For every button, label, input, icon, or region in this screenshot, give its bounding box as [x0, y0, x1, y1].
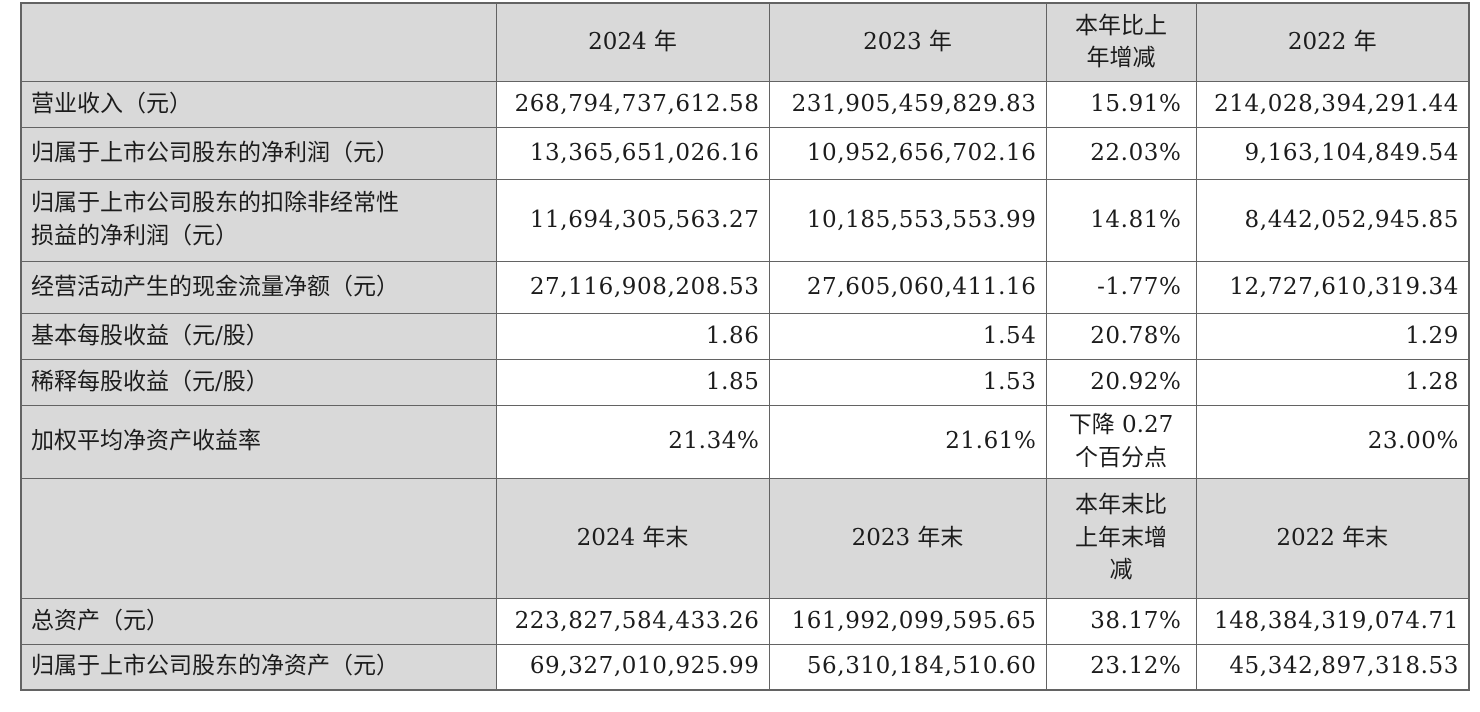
- header-2023: 2023 年: [768, 2, 1047, 82]
- cell-2024: 69,327,010,925.99: [495, 643, 770, 691]
- header-end-change: 本年末比 上年末增 减: [1045, 477, 1197, 599]
- header-yoy-change: 本年比上 年增减: [1045, 2, 1197, 82]
- header-2022: 2022 年: [1195, 2, 1470, 82]
- cell-2023: 1.54: [768, 312, 1047, 360]
- table-row-revenue: 营业收入（元） 268,794,737,612.58 231,905,459,8…: [20, 80, 1470, 128]
- table-row-diluted-eps: 稀释每股收益（元/股） 1.85 1.53 20.92% 1.28: [20, 358, 1470, 406]
- row-label: 总资产（元）: [20, 597, 497, 645]
- cell-change: 下降 0.27 个百分点: [1045, 404, 1197, 479]
- cell-change: 15.91%: [1045, 80, 1197, 128]
- financial-summary-table: 2024 年 2023 年 本年比上 年增减 2022 年 营业收入（元） 26…: [20, 2, 1470, 691]
- header-2022-end: 2022 年末: [1195, 477, 1470, 599]
- table-row-net-profit-excl-nonrecurring: 归属于上市公司股东的扣除非经常性 损益的净利润（元） 11,694,305,56…: [20, 178, 1470, 262]
- cell-change: 22.03%: [1045, 126, 1197, 180]
- cell-2022: 1.29: [1195, 312, 1470, 360]
- header-2023-end: 2023 年末: [768, 477, 1047, 599]
- cell-2022: 148,384,319,074.71: [1195, 597, 1470, 645]
- cell-2024: 21.34%: [495, 404, 770, 479]
- cell-2023: 27,605,060,411.16: [768, 260, 1047, 314]
- cell-2022: 45,342,897,318.53: [1195, 643, 1470, 691]
- row-label: 归属于上市公司股东的净资产（元）: [20, 643, 497, 691]
- cell-2023: 10,185,553,553.99: [768, 178, 1047, 262]
- row-label: 稀释每股收益（元/股）: [20, 358, 497, 406]
- cell-change: 38.17%: [1045, 597, 1197, 645]
- table-row-net-assets: 归属于上市公司股东的净资产（元） 69,327,010,925.99 56,31…: [20, 643, 1470, 691]
- cell-2023: 1.53: [768, 358, 1047, 406]
- cell-2022: 8,442,052,945.85: [1195, 178, 1470, 262]
- table-row-total-assets: 总资产（元） 223,827,584,433.26 161,992,099,59…: [20, 597, 1470, 645]
- cell-2022: 23.00%: [1195, 404, 1470, 479]
- cell-2022: 9,163,104,849.54: [1195, 126, 1470, 180]
- header-2024-end: 2024 年末: [495, 477, 770, 599]
- corner-cell: [20, 477, 497, 599]
- cell-2024: 27,116,908,208.53: [495, 260, 770, 314]
- cell-2024: 268,794,737,612.58: [495, 80, 770, 128]
- corner-cell: [20, 2, 497, 82]
- row-label: 归属于上市公司股东的净利润（元）: [20, 126, 497, 180]
- table-row-net-profit: 归属于上市公司股东的净利润（元） 13,365,651,026.16 10,95…: [20, 126, 1470, 180]
- header-2024: 2024 年: [495, 2, 770, 82]
- cell-2024: 11,694,305,563.27: [495, 178, 770, 262]
- cell-2024: 1.85: [495, 358, 770, 406]
- table-row-basic-eps: 基本每股收益（元/股） 1.86 1.54 20.78% 1.29: [20, 312, 1470, 360]
- cell-2024: 223,827,584,433.26: [495, 597, 770, 645]
- row-label: 营业收入（元）: [20, 80, 497, 128]
- cell-change: -1.77%: [1045, 260, 1197, 314]
- row-label: 加权平均净资产收益率: [20, 404, 497, 479]
- cell-change: 20.92%: [1045, 358, 1197, 406]
- cell-2024: 13,365,651,026.16: [495, 126, 770, 180]
- cell-2023: 10,952,656,702.16: [768, 126, 1047, 180]
- row-label: 经营活动产生的现金流量净额（元）: [20, 260, 497, 314]
- cell-change: 14.81%: [1045, 178, 1197, 262]
- row-label: 基本每股收益（元/股）: [20, 312, 497, 360]
- cell-2022: 12,727,610,319.34: [1195, 260, 1470, 314]
- cell-2023: 56,310,184,510.60: [768, 643, 1047, 691]
- row-label: 归属于上市公司股东的扣除非经常性 损益的净利润（元）: [20, 178, 497, 262]
- cell-change: 23.12%: [1045, 643, 1197, 691]
- cell-2022: 1.28: [1195, 358, 1470, 406]
- cell-2023: 231,905,459,829.83: [768, 80, 1047, 128]
- table-row-operating-cash-flow: 经营活动产生的现金流量净额（元） 27,116,908,208.53 27,60…: [20, 260, 1470, 314]
- cell-2023: 21.61%: [768, 404, 1047, 479]
- cell-2023: 161,992,099,595.65: [768, 597, 1047, 645]
- period-header-row: 2024 年 2023 年 本年比上 年增减 2022 年: [20, 2, 1470, 82]
- table-row-weighted-avg-roe: 加权平均净资产收益率 21.34% 21.61% 下降 0.27 个百分点 23…: [20, 404, 1470, 479]
- cell-2022: 214,028,394,291.44: [1195, 80, 1470, 128]
- cell-2024: 1.86: [495, 312, 770, 360]
- endpoint-header-row: 2024 年末 2023 年末 本年末比 上年末增 减 2022 年末: [20, 477, 1470, 599]
- cell-change: 20.78%: [1045, 312, 1197, 360]
